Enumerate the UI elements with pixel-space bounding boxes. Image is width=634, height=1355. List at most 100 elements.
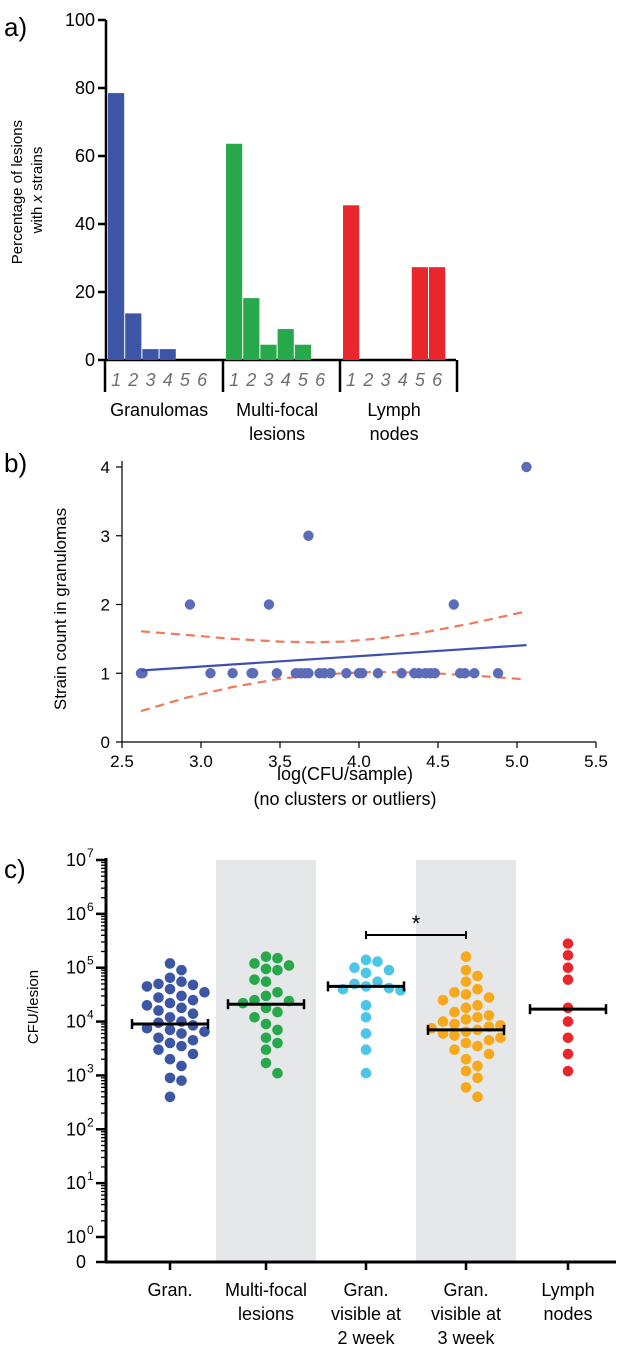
panel-b-point — [303, 530, 314, 541]
panel-c-point-gran — [176, 1002, 187, 1014]
panel-c-y-tick-zero: 0 — [76, 1252, 86, 1272]
panel-b-y-tick-label: 2 — [101, 596, 110, 615]
panel-a-bar-granulomas-1 — [108, 93, 125, 360]
panel-c-point-gran-visible-at-2-week — [372, 976, 383, 987]
panel-a-y-tick-label: 40 — [75, 214, 95, 234]
panel-c-point-gran — [176, 1028, 187, 1039]
panel-c-point-gran-visible-at-2-week — [360, 967, 372, 979]
panel-b-x-tick-label: 4.5 — [426, 752, 450, 771]
panel-c-point-lymph-nodes — [562, 938, 574, 949]
panel-a-y-tick-label: 0 — [85, 350, 95, 370]
panel-a-bar-lymph-nodes-5 — [411, 267, 428, 360]
panel-c-group-label-gran-visible-at-3-week: 3 week — [437, 1328, 495, 1348]
panel-c-point-multi-focal-lesions — [272, 952, 283, 964]
panel-a-axes: 0 20 40 60 80 100 — [65, 10, 459, 392]
panel-b-y-tick-label: 1 — [101, 664, 110, 683]
panel-b-point — [247, 668, 259, 679]
panel-a-x-tick-label: 1 — [229, 370, 239, 390]
panel-a-bar-lymph-nodes-1 — [343, 205, 360, 360]
panel-c-point-multi-focal-lesions — [260, 951, 272, 963]
panel-c-point-multi-focal-lesions — [272, 1037, 283, 1049]
panel-a-x-tick-label: 4 — [163, 370, 173, 390]
panel-a-x-tick-label: 5 — [298, 370, 309, 390]
panel-c-point-multi-focal-lesions — [283, 960, 295, 971]
panel-c-point-gran — [199, 986, 210, 998]
panel-c-point-gran — [176, 964, 187, 976]
panel-b-regression-line — [140, 644, 527, 672]
panel-c-y-tick-exponent: 4 — [87, 1008, 94, 1022]
panel-a-bar-multi-focal-lesions-3 — [260, 344, 277, 360]
panel-c-point-gran — [176, 1040, 187, 1052]
panel-c-point-gran-visible-at-3-week — [460, 1002, 472, 1014]
panel-a-x-tick-label: 4 — [398, 370, 408, 390]
panel-c-point-gran-visible-at-3-week — [449, 986, 460, 998]
panel-c-point-gran — [164, 1091, 176, 1103]
panel-a-y-tick-label: 100 — [65, 10, 95, 30]
panel-c-point-gran — [176, 990, 187, 1002]
panel-c-point-lymph-nodes — [562, 962, 574, 974]
panel-c-point-gran-visible-at-2-week — [349, 962, 360, 974]
panel-b-point — [469, 668, 480, 679]
panel-c-point-gran-visible-at-3-week — [460, 1065, 472, 1077]
panel-c-group-label-gran: Gran. — [147, 1280, 192, 1300]
panel-c-point-gran — [176, 976, 187, 987]
panel-a-label: a) — [4, 12, 27, 42]
panel-c-y-tick-label: 10 — [66, 958, 86, 978]
panel-c-point-gran-visible-at-3-week — [449, 1030, 460, 1041]
panel-b-point — [448, 599, 459, 610]
panel-b-point — [341, 668, 352, 679]
panel-c-point-multi-focal-lesions — [272, 986, 283, 998]
panel-c-y-tick-label: 10 — [66, 1012, 86, 1032]
panel-a-x-tick-label: 6 — [197, 370, 208, 390]
panel-b-point — [271, 668, 283, 679]
panel-c-y-axis-title: CFU/lesion — [25, 970, 42, 1044]
panel-c-point-gran-visible-at-3-week — [483, 992, 495, 1003]
panel-c-point-gran-visible-at-3-week — [437, 994, 449, 1006]
panel-b-point — [429, 668, 441, 679]
panel-c-point-gran-visible-at-3-week — [449, 1018, 460, 1030]
panel-c-group-label-gran-visible-at-3-week: Gran. — [443, 1280, 488, 1300]
panel-a-group-label-lymph-nodes: nodes — [370, 424, 419, 444]
panel-c-point-multi-focal-lesions — [249, 1012, 260, 1023]
panel-a-bar-lymph-nodes-6 — [429, 267, 446, 360]
panel-c-point-gran-visible-at-3-week — [472, 1060, 483, 1072]
panel-a-y-axis-title-line1: Percentage of lesions — [9, 120, 26, 264]
panel-a-x-tick-label: 2 — [127, 370, 138, 390]
panel-a-x-tick-label: 2 — [245, 370, 256, 390]
panel-a-bars — [108, 93, 446, 360]
panel-b-point — [459, 668, 471, 679]
panel-c-y-tick-exponent: 1 — [87, 1169, 94, 1183]
panel-c-point-gran — [141, 981, 153, 992]
panel-c-point-multi-focal-lesions — [249, 958, 260, 969]
panel-c-point-gran — [153, 1005, 164, 1016]
panel-a-group-label-multi-focal-lesions: Multi-focal — [236, 400, 318, 420]
panel-a-group-label-lymph-nodes: Lymph — [367, 400, 420, 420]
panel-c-point-gran — [187, 1034, 199, 1046]
panel-c-point-gran — [187, 1048, 199, 1060]
panel-c-point-gran-visible-at-3-week — [483, 1034, 495, 1046]
panel-a-x-tick-label: 2 — [362, 370, 373, 390]
panel-c-point-gran-visible-at-2-week — [360, 1012, 372, 1023]
panel-c-point-gran-visible-at-3-week — [460, 964, 472, 976]
panel-c-point-gran-visible-at-3-week — [472, 1000, 483, 1011]
panel-b: b) Strain count in granulomas log(CFU/sa… — [4, 448, 608, 809]
panel-a-bar-multi-focal-lesions-4 — [277, 329, 294, 360]
panel-c-point-gran-visible-at-3-week — [460, 1082, 472, 1093]
panel-b-x-tick-label: 4.0 — [347, 752, 371, 771]
panel-c-point-multi-focal-lesions — [260, 990, 272, 1002]
panel-b-point — [263, 599, 275, 610]
panel-c-point-lymph-nodes — [562, 1032, 574, 1044]
panel-c-y-tick-label: 10 — [66, 850, 86, 870]
panel-c-y-tick-label: 10 — [66, 904, 86, 924]
panel-b-point — [205, 668, 216, 679]
panel-a-x-tick-label: 3 — [263, 370, 273, 390]
panel-b-y-axis-title: Strain count in granulomas — [51, 508, 70, 710]
panel-a-y-tick-label: 20 — [75, 282, 95, 302]
panel-c-point-gran — [164, 958, 176, 969]
panel-a-bar-multi-focal-lesions-2 — [243, 298, 260, 360]
panel-c-point-gran-visible-at-3-week — [472, 1012, 483, 1023]
panel-c-y-tick-exponent: 0 — [87, 1223, 94, 1237]
panel-c-point-gran — [176, 1060, 187, 1072]
panel-c-point-multi-focal-lesions — [249, 974, 260, 985]
